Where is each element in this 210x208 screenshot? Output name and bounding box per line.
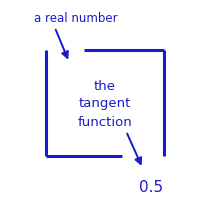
Text: the
tangent
function: the tangent function bbox=[78, 79, 132, 129]
Text: 0.5: 0.5 bbox=[139, 180, 163, 195]
Text: a real number: a real number bbox=[34, 12, 117, 25]
